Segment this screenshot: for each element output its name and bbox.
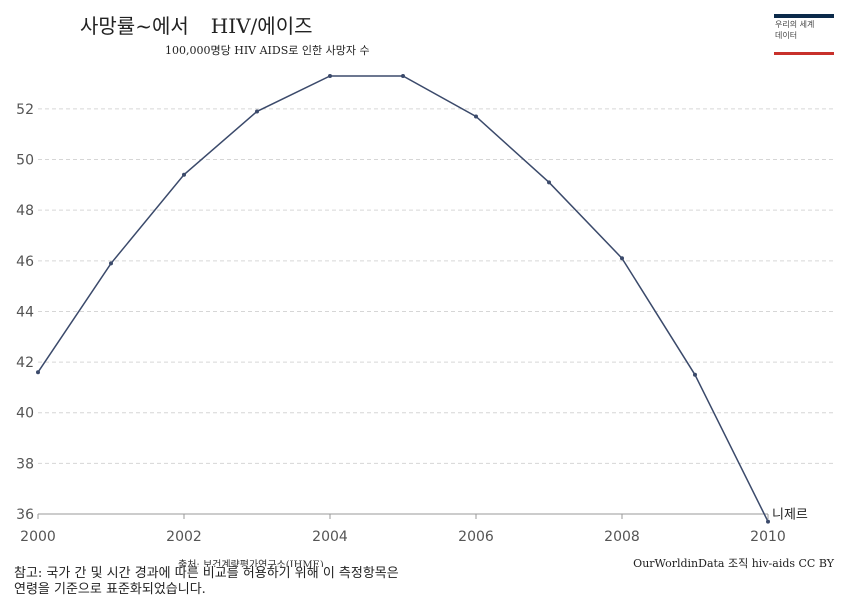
y-tick-label: 48 <box>16 203 34 219</box>
x-tick-label: 2000 <box>20 529 56 545</box>
y-tick-label: 40 <box>16 406 34 422</box>
chart-title-part1: 사망률~에서 <box>80 14 189 38</box>
y-tick-label: 36 <box>16 507 34 523</box>
series-line-niger <box>37 75 769 522</box>
series-points <box>36 74 770 524</box>
logo-text-line2: 데이터 <box>775 31 798 40</box>
data-point[interactable] <box>401 74 405 78</box>
chart-title-part2: HIV/에이즈 <box>210 14 313 38</box>
x-tick-label: 2004 <box>312 529 348 545</box>
footnote-line1: 참고: 국가 간 및 시간 경과에 따른 비교를 허용하기 위해 이 측정항목은 <box>14 566 399 581</box>
data-point[interactable] <box>109 261 113 266</box>
footnote: 참고: 국가 간 및 시간 경과에 따른 비교를 허용하기 위해 이 측정항목은… <box>14 566 534 598</box>
data-point[interactable] <box>36 370 40 375</box>
owid-logo[interactable]: 우리의 세계 데이터 <box>774 14 834 55</box>
x-tick-label: 2010 <box>750 529 786 545</box>
chart-title: 사망률~에서 HIV/에이즈 <box>80 10 313 39</box>
source-text: 출처: 보건계량평가연구소(IHME) <box>178 560 324 567</box>
logo-text-line1: 우리의 세계 <box>775 20 815 29</box>
x-tick-label: 2002 <box>166 529 202 545</box>
x-tick-label: 2008 <box>604 529 640 545</box>
data-point[interactable] <box>620 256 624 261</box>
x-tick-label: 2006 <box>458 529 494 545</box>
data-point[interactable] <box>182 172 186 177</box>
y-tick-label: 42 <box>16 355 34 371</box>
data-point[interactable] <box>766 519 770 524</box>
data-point[interactable] <box>255 109 259 114</box>
data-point[interactable] <box>328 74 332 78</box>
data-point[interactable] <box>547 180 551 185</box>
series-label-niger: 니제르 <box>772 508 808 523</box>
y-tick-label: 44 <box>16 304 34 320</box>
footnote-line2: 연령을 기준으로 표준화되었습니다. <box>14 582 206 597</box>
y-axis-ticks: 36 38 40 42 44 46 48 50 52 <box>16 102 34 523</box>
y-tick-label: 52 <box>16 102 34 118</box>
chart-subtitle: 100,000명당 HIV AIDS로 인한 사망자 수 <box>165 44 370 57</box>
gridlines <box>38 108 835 464</box>
y-tick-label: 50 <box>16 153 34 169</box>
y-tick-label: 38 <box>16 456 34 472</box>
data-point[interactable] <box>474 114 478 119</box>
y-tick-label: 46 <box>16 254 34 270</box>
x-axis-ticks: 2000 2002 2004 2006 2008 2010 <box>20 514 786 545</box>
credit-text[interactable]: OurWorldinData 조직 hiv-aids CC BY <box>633 557 834 570</box>
data-point[interactable] <box>693 372 697 377</box>
